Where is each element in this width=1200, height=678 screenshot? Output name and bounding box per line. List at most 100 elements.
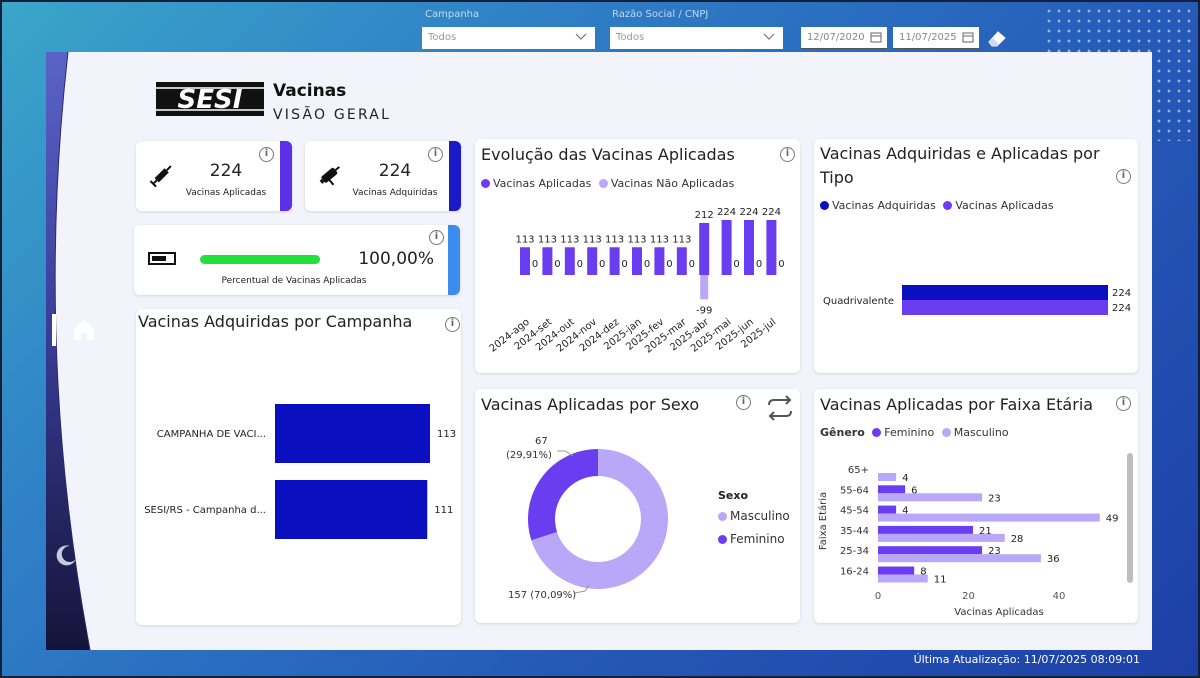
bar-masculino bbox=[878, 533, 1005, 542]
legend-dot bbox=[481, 179, 490, 188]
sidebar bbox=[46, 52, 91, 650]
pie-label-masculino: 157 (70,09%) bbox=[508, 590, 577, 601]
active-nav-indicator bbox=[52, 314, 56, 346]
date-from-value: 12/07/2020 bbox=[807, 32, 865, 43]
card-title: Vacinas Adquiridas por Campanha bbox=[138, 312, 413, 331]
card-adq-apl-tipo: Vacinas Adquiridas e Aplicadas por Tipo … bbox=[814, 139, 1138, 373]
tipo-chart: Quadrivalente 224 224 bbox=[823, 285, 1131, 315]
bar-value-label: 113 bbox=[515, 234, 534, 245]
date-to-input[interactable]: 11/07/2025 bbox=[893, 27, 979, 49]
sexo-chart bbox=[528, 449, 668, 594]
info-icon[interactable]: i bbox=[445, 317, 460, 332]
legend-label: Feminino bbox=[884, 426, 935, 439]
campanha-dropdown[interactable]: Todos bbox=[422, 27, 595, 49]
kpi-percentual-value: 100,00% bbox=[358, 249, 434, 269]
bar-value-label: 28 bbox=[1011, 534, 1024, 545]
bar-value-label: 6 bbox=[911, 485, 917, 496]
legend-label: Feminino bbox=[730, 532, 785, 546]
kpi-card-percentual: 100,00% Percentual de Vacinas Aplicadas … bbox=[134, 225, 460, 295]
bar-value-label: 0 bbox=[689, 259, 695, 270]
info-icon[interactable]: i bbox=[428, 147, 443, 162]
kpi-percentual-label: Percentual de Vacinas Aplicadas bbox=[221, 276, 367, 286]
bar-aplicadas bbox=[721, 220, 732, 275]
legend-label: Vacinas Aplicadas bbox=[955, 199, 1054, 212]
y-tick-label: Quadrivalente bbox=[823, 296, 894, 307]
legend-dot bbox=[718, 535, 727, 544]
kpi-card-aplicadas: 224 Vacinas Aplicadas i bbox=[136, 141, 292, 211]
kpi-accent-bar bbox=[448, 225, 460, 295]
razao-social-filter-label: Razão Social / CNPJ bbox=[612, 9, 709, 20]
eraser-icon[interactable] bbox=[985, 27, 1009, 49]
bar-masculino bbox=[878, 473, 897, 481]
calendar-icon[interactable] bbox=[870, 31, 882, 43]
razao-social-dropdown[interactable]: Todos bbox=[610, 27, 783, 49]
legend-dot bbox=[820, 201, 829, 210]
date-from-input[interactable]: 12/07/2020 bbox=[801, 27, 887, 49]
info-icon[interactable]: i bbox=[736, 395, 751, 410]
legend-dot bbox=[943, 201, 953, 210]
bar-value-label: 0 bbox=[577, 259, 583, 270]
x-tick-label: 0 bbox=[875, 591, 881, 602]
syringe-icon bbox=[149, 165, 172, 188]
bar-aplicadas bbox=[542, 247, 553, 275]
sexo-legend-title: Sexo bbox=[718, 489, 749, 502]
pie-label-leader bbox=[557, 450, 574, 457]
bar-value-label: 0 bbox=[644, 259, 650, 270]
bar-value-label: 49 bbox=[1106, 514, 1119, 525]
y-tick-label: 55-64 bbox=[840, 485, 869, 496]
bar-aplicadas bbox=[520, 247, 530, 275]
vaccine-vial-icon bbox=[319, 166, 340, 186]
bar-aplicadas bbox=[699, 222, 710, 275]
info-icon[interactable]: i bbox=[259, 147, 274, 162]
info-icon[interactable]: i bbox=[780, 147, 795, 162]
bar-value-label: 21 bbox=[979, 526, 992, 537]
bar-masculino bbox=[878, 493, 983, 502]
moon-icon[interactable] bbox=[53, 542, 79, 568]
info-icon[interactable]: i bbox=[1116, 396, 1131, 411]
x-axis-title: Vacinas Aplicadas bbox=[954, 607, 1043, 618]
kpi-card-adquiridas: 224 Vacinas Adquiridas i bbox=[305, 141, 461, 211]
card-adquiridas-campanha: Vacinas Adquiridas por Campanha i CAMPAN… bbox=[136, 309, 461, 625]
home-icon[interactable] bbox=[71, 317, 97, 343]
donut-slice-feminino bbox=[528, 449, 598, 541]
kpi-accent-bar bbox=[280, 141, 292, 211]
bar-vacinas-adquiridas bbox=[902, 285, 1108, 300]
bar-value-label: 113 bbox=[672, 234, 691, 245]
bar-value-label: 113 bbox=[583, 234, 602, 245]
evolucao-chart: 11302024-ago11302024-set11302024-out1130… bbox=[488, 207, 785, 356]
legend-label: Vacinas Aplicadas bbox=[493, 177, 592, 190]
kpi-aplicadas-label: Vacinas Aplicadas bbox=[185, 188, 267, 198]
y-tick-label: 65+ bbox=[848, 465, 869, 476]
campanha-dropdown-value: Todos bbox=[428, 32, 457, 43]
legend-label: Vacinas Não Aplicadas bbox=[610, 177, 735, 190]
legend-title: Gênero bbox=[820, 426, 865, 439]
info-icon[interactable]: i bbox=[1116, 169, 1131, 184]
bar-value-label: 23 bbox=[988, 546, 1001, 557]
scrollbar[interactable] bbox=[1127, 453, 1133, 583]
bar-value-label: 0 bbox=[778, 259, 784, 270]
bar-feminino bbox=[878, 525, 974, 534]
bar-value-label: 224 bbox=[762, 207, 781, 218]
report-canvas: SESI Vacinas VISÃO GERAL 224 Vacinas Apl… bbox=[46, 52, 1152, 650]
info-icon[interactable]: i bbox=[429, 230, 444, 245]
bar-feminino bbox=[878, 485, 906, 494]
bar-value-label: 0 bbox=[666, 259, 672, 270]
last-update-text: Última Atualização: 11/07/2025 08:09:01 bbox=[913, 653, 1140, 666]
card-title: Vacinas Adquiridas e Aplicadas por Tipo bbox=[820, 142, 1100, 190]
kpi-adquiridas-label: Vacinas Adquiridas bbox=[352, 188, 438, 198]
bar-value-label: 0 bbox=[532, 259, 538, 270]
card-title-line: Vacinas Adquiridas e Aplicadas por bbox=[820, 144, 1100, 163]
sexo-legend-item: Feminino bbox=[718, 532, 785, 546]
pie-label-leader bbox=[574, 584, 590, 594]
bar-value-label: 224 bbox=[1112, 303, 1131, 314]
bar-value-label: 0 bbox=[756, 259, 762, 270]
bar-masculino bbox=[878, 513, 1100, 522]
chevron-down-icon bbox=[575, 33, 587, 40]
donut-slice-masculino bbox=[531, 449, 668, 589]
swap-icon[interactable] bbox=[765, 395, 795, 421]
bar-value-label: 113 bbox=[437, 429, 456, 440]
bar-value-label: 224 bbox=[717, 207, 736, 218]
bar-masculino bbox=[878, 554, 1041, 563]
calendar-icon[interactable] bbox=[962, 31, 974, 43]
bar-value-label: 113 bbox=[650, 234, 669, 245]
